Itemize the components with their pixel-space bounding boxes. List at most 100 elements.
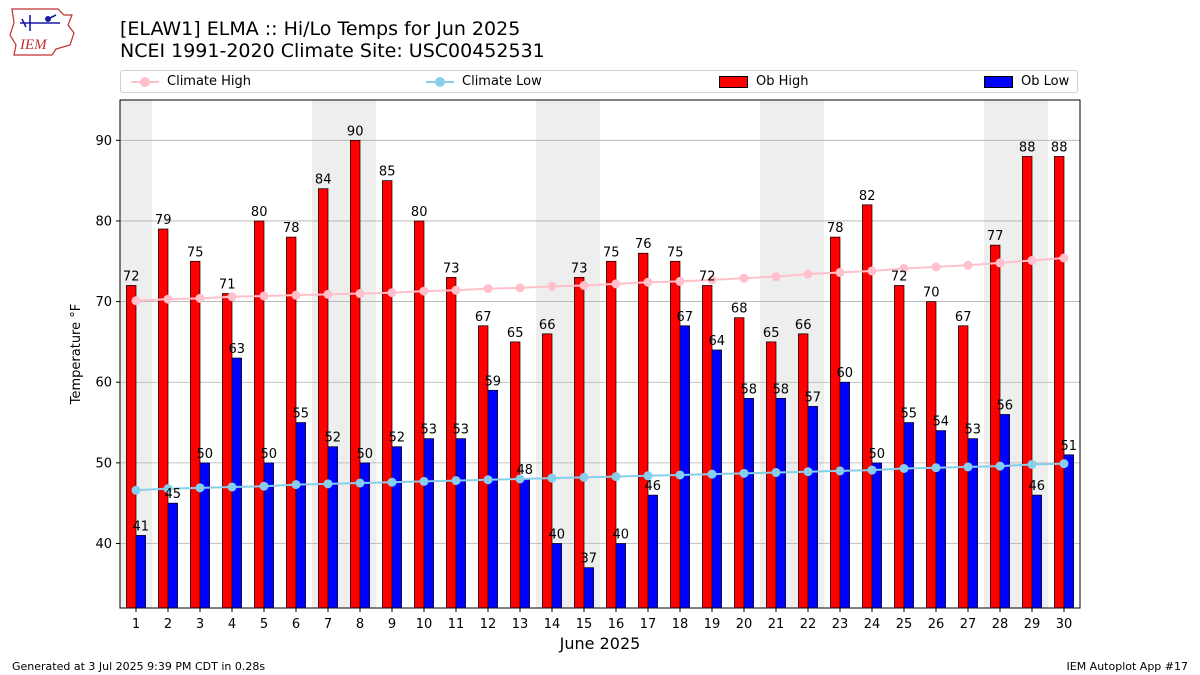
x-tick-label-23: 23 bbox=[832, 617, 849, 632]
x-tick-label-21: 21 bbox=[768, 617, 785, 632]
climate-high-point bbox=[835, 268, 845, 278]
climate-low-point bbox=[515, 474, 525, 484]
ob-high-data-label: 79 bbox=[155, 213, 172, 228]
weekend-shade-day-28 bbox=[984, 100, 1016, 608]
climate-lines bbox=[131, 253, 1069, 495]
ob-high-bar bbox=[670, 260, 681, 609]
ob-low-bar bbox=[391, 446, 402, 609]
ob-high-bar bbox=[318, 188, 329, 609]
climate-high-point bbox=[867, 266, 877, 276]
ob-high-bar bbox=[222, 293, 233, 609]
ob-low-data-label: 55 bbox=[293, 407, 310, 422]
ob-low-data-label: 53 bbox=[965, 423, 982, 438]
gridlines bbox=[120, 139, 1080, 544]
ob-low-data-label: 53 bbox=[421, 423, 438, 438]
ob-high-data-label: 72 bbox=[699, 269, 716, 284]
ob-low-data-label: 60 bbox=[837, 366, 854, 381]
ob-high-bar bbox=[926, 301, 937, 609]
ob-high-data-label: 68 bbox=[731, 302, 748, 317]
ob-low-data-label: 41 bbox=[133, 519, 150, 534]
ob-low-data-label: 48 bbox=[517, 463, 534, 478]
legend-climate-low-label: Climate Low bbox=[462, 74, 542, 89]
climate-high-point bbox=[995, 258, 1005, 268]
climate-high-point bbox=[579, 280, 589, 290]
ob-high-bar bbox=[766, 341, 777, 609]
ob-high-data-label: 67 bbox=[955, 310, 972, 325]
climate-high-point bbox=[899, 264, 909, 274]
climate-low-point bbox=[1059, 459, 1069, 469]
data-labels: 72 79 75 71 80 78 84 90 85 80 73 67 65 66 73 75 76 75 72 68… bbox=[123, 124, 1077, 566]
climate-high-point bbox=[259, 291, 269, 301]
climate-high-point bbox=[771, 272, 781, 282]
bars bbox=[126, 139, 1074, 609]
ob-high-data-label: 66 bbox=[795, 318, 812, 333]
ob-low-bar bbox=[423, 438, 434, 609]
x-tick-label-30: 30 bbox=[1056, 617, 1073, 632]
footer-app: IEM Autoplot App #17 bbox=[1066, 660, 1189, 673]
ob-high-bar bbox=[574, 277, 585, 609]
x-tick-label-6: 6 bbox=[292, 617, 300, 632]
x-tick-label-7: 7 bbox=[324, 617, 332, 632]
climate-low-point bbox=[195, 483, 205, 493]
ob-low-data-label: 51 bbox=[1061, 439, 1078, 454]
x-axis-label: June 2025 bbox=[559, 634, 641, 653]
climate-high-point bbox=[643, 277, 653, 287]
climate-low-point bbox=[643, 471, 653, 481]
climate-high-point bbox=[323, 289, 333, 299]
legend-ob-high-swatch bbox=[719, 75, 748, 88]
x-tick-label-24: 24 bbox=[864, 617, 881, 632]
ob-high-data-label: 90 bbox=[347, 124, 364, 139]
ob-high-data-label: 70 bbox=[923, 286, 940, 301]
ob-high-data-label: 84 bbox=[315, 173, 332, 188]
climate-high-point bbox=[131, 296, 141, 306]
ob-low-bar bbox=[231, 357, 242, 609]
ob-high-bar bbox=[638, 252, 649, 609]
x-tick-label-20: 20 bbox=[736, 617, 753, 632]
climate-high-point bbox=[1059, 253, 1069, 263]
climate-low-point bbox=[387, 477, 397, 487]
climate-low-point bbox=[355, 478, 365, 488]
climate-high-point bbox=[451, 285, 461, 295]
x-tick-label-25: 25 bbox=[896, 617, 913, 632]
ob-high-data-label: 85 bbox=[379, 165, 396, 180]
climate-low-point bbox=[1027, 459, 1037, 469]
legend-climate-high: Climate High bbox=[131, 71, 251, 92]
climate-low-point bbox=[771, 468, 781, 478]
ob-low-data-label: 58 bbox=[773, 382, 790, 397]
x-tick-label-19: 19 bbox=[704, 617, 721, 632]
climate-low-point bbox=[899, 464, 909, 474]
ob-high-data-label: 75 bbox=[667, 245, 684, 260]
climate-high-point bbox=[1027, 255, 1037, 265]
iem-logo: IEM bbox=[9, 8, 75, 56]
x-tick-label-29: 29 bbox=[1024, 617, 1041, 632]
weather-station-icon bbox=[20, 14, 60, 31]
ob-low-bar bbox=[935, 430, 946, 609]
ob-low-data-label: 45 bbox=[165, 487, 182, 502]
climate-high-point bbox=[963, 260, 973, 270]
climate-high-point bbox=[355, 289, 365, 299]
climate-low-point bbox=[451, 476, 461, 486]
weekend-shade-day-21 bbox=[760, 100, 792, 608]
ob-high-bar bbox=[990, 244, 1001, 609]
ob-low-data-label: 50 bbox=[261, 447, 278, 462]
ob-high-bar bbox=[126, 285, 137, 609]
y-tick-label-40: 40 bbox=[95, 537, 112, 552]
climate-high-point bbox=[227, 292, 237, 302]
climate-high-point bbox=[707, 275, 717, 285]
ob-high-data-label: 88 bbox=[1019, 140, 1036, 155]
ob-low-bar bbox=[583, 567, 594, 609]
ob-low-bar bbox=[1031, 494, 1042, 609]
ob-low-data-label: 50 bbox=[357, 447, 374, 462]
weekend-shade-day-15 bbox=[568, 100, 600, 608]
ob-low-bar bbox=[359, 462, 370, 609]
ob-low-bar bbox=[327, 446, 338, 609]
climate-low-point bbox=[835, 466, 845, 476]
climate-high-point bbox=[675, 276, 685, 286]
ob-low-bar bbox=[711, 349, 722, 609]
climate-high-line bbox=[135, 257, 1065, 302]
ob-low-bar bbox=[263, 462, 274, 609]
legend-ob-high-label: Ob High bbox=[756, 74, 809, 89]
climate-low-point bbox=[963, 462, 973, 472]
ob-low-data-label: 50 bbox=[197, 447, 214, 462]
